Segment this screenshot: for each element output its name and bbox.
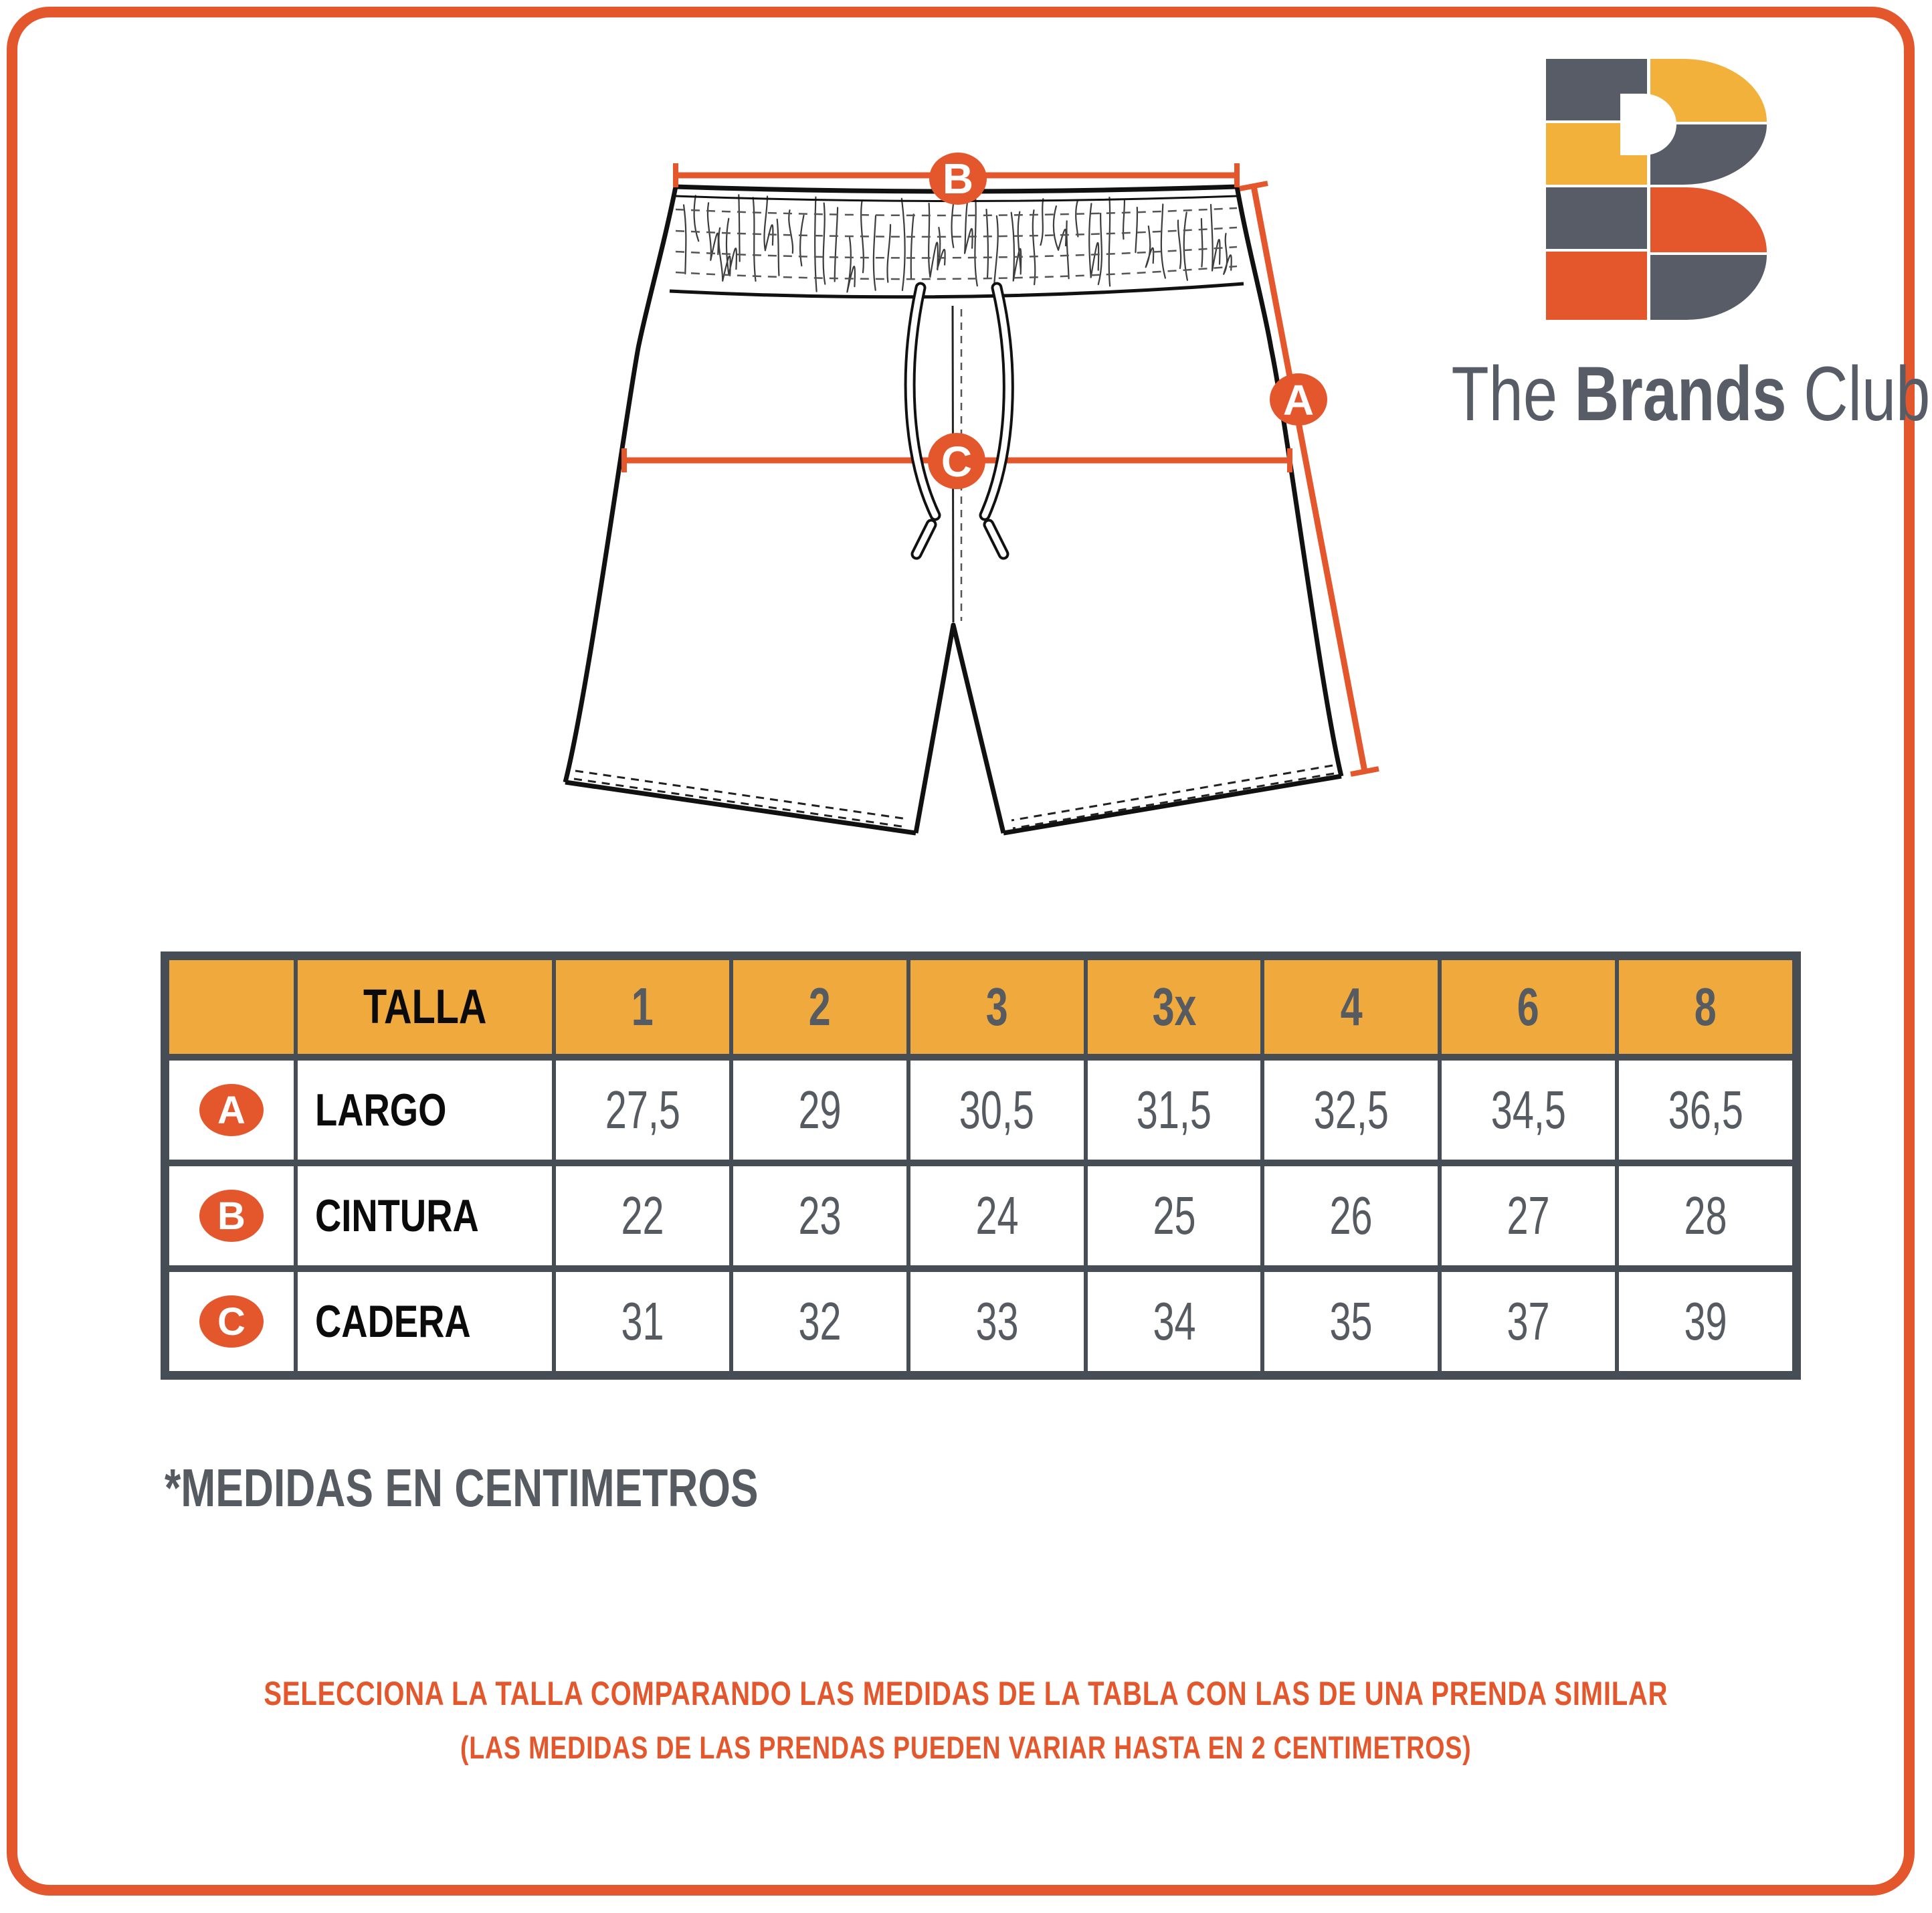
svg-text:A: A [1283,376,1314,424]
size-header-cell-1: 1 [556,960,729,1054]
marker-badge-c-table: C [199,1295,264,1348]
value-cell: 29 [733,1061,906,1160]
brand-name-the: The [1451,351,1575,437]
brand-name: The Brands Club [1391,350,1930,438]
marker-badge-b-table: B [199,1190,264,1242]
size-header-cell-4: 4 [1264,960,1438,1054]
size-header-cell-2: 2 [733,960,906,1054]
size-header-cell-3: 3 [910,960,1084,1054]
footer-instruction-line1: SELECCIONA LA TALLA COMPARANDO LAS MEDID… [264,1675,1668,1712]
row-marker-cell-b: B [169,1166,294,1265]
value-cell: 26 [1264,1166,1438,1265]
value-cell: 35 [1264,1272,1438,1371]
brand-logo-icon [1546,59,1767,320]
size-header-cell-3x: 3x [1087,960,1261,1054]
waistband-bottom-edge [669,282,1244,299]
value-cell: 22 [556,1166,729,1265]
value-cell: 32,5 [1264,1061,1438,1160]
value-cell: 27,5 [556,1061,729,1160]
row-marker-cell-a: A [169,1061,294,1160]
marker-a-badge: A [1270,373,1327,426]
right-hem-stitch [1011,764,1335,830]
table-size-label-cell: TALLA [298,960,552,1054]
row-label-cell-cintura: CINTURA [298,1166,552,1265]
size-table: TALLA 1 2 3 3x 4 6 8 A LARGO 27,5 29 30,… [161,951,1801,1380]
marker-c-badge: C [928,433,985,489]
value-cell: 23 [733,1166,906,1265]
drawstrings [904,282,1014,560]
inseam-v [913,622,1006,834]
marker-badge-a-table: A [199,1084,264,1136]
value-cell: 39 [1619,1272,1792,1371]
row-marker-cell-c: C [169,1272,294,1371]
row-label-cell-cadera: CADERA [298,1272,552,1371]
value-cell: 28 [1619,1166,1792,1265]
value-cell: 37 [1442,1272,1616,1371]
value-cell: 36,5 [1619,1061,1792,1160]
value-cell: 30,5 [910,1061,1084,1160]
left-seam [563,186,678,783]
value-cell: 31 [556,1272,729,1371]
table-corner-cell [169,960,294,1054]
waistband-texture [675,194,1238,293]
size-header-cell-6: 6 [1442,960,1616,1054]
right-hem [1003,773,1342,836]
svg-text:C: C [941,438,972,486]
left-hem [565,780,916,836]
value-cell: 25 [1087,1166,1261,1265]
marker-b-badge: B [929,153,987,205]
page-frame [7,7,1915,1896]
brand-name-brands: Brands [1574,351,1804,437]
value-cell: 27 [1442,1166,1616,1265]
footer-instruction-line2: (LAS MEDIDAS DE LAS PRENDAS PUEDEN VARIA… [460,1730,1472,1765]
row-label-cell-largo: LARGO [298,1061,552,1160]
units-footnote: *MEDIDAS EN CENTIMETROS [165,1458,759,1518]
value-cell: 32 [733,1272,906,1371]
measure-a-line [1239,181,1379,777]
value-cell: 34,5 [1442,1061,1616,1160]
value-cell: 33 [910,1272,1084,1371]
size-header-cell-8: 8 [1619,960,1792,1054]
brand-name-club: Club [1804,351,1931,437]
value-cell: 24 [910,1166,1084,1265]
value-cell: 34 [1087,1272,1261,1371]
size-label: TALLA [363,980,487,1034]
shorts-diagram: B C A [563,153,1379,836]
svg-text:B: B [943,155,973,203]
value-cell: 31,5 [1087,1061,1261,1160]
